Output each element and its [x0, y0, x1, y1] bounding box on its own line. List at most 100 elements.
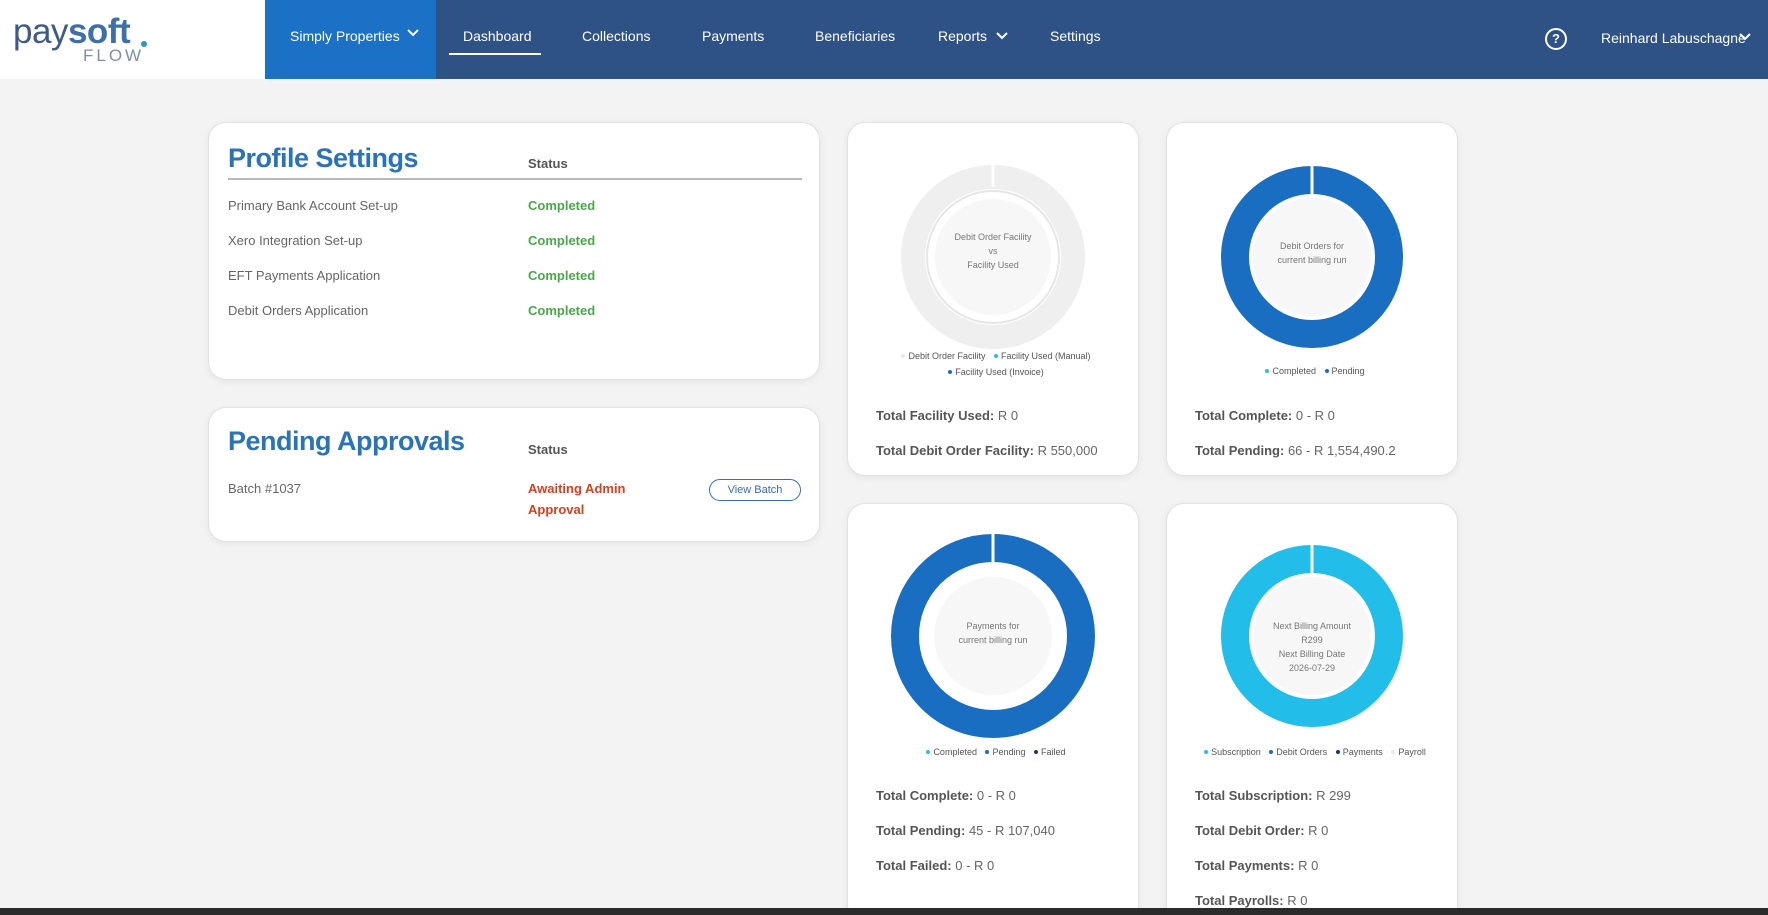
reports-chevron-down-icon[interactable] [995, 28, 1009, 47]
legend-label[interactable]: Payments [1342, 747, 1383, 757]
view-batch-button[interactable]: View Batch [709, 479, 801, 501]
stat-label: Total Debit Order Facility: [876, 443, 1034, 458]
stat-value: 0 - R 0 [976, 788, 1016, 803]
logo-dot [141, 41, 147, 47]
legend-dot [1324, 369, 1329, 374]
facility-legend: Debit Order Facility Facility Used (Manu… [848, 348, 1138, 380]
user-menu[interactable]: Reinhard Labuschagne [1601, 30, 1746, 46]
donut-inner-ring [926, 190, 1060, 324]
batch-status: Awaiting Admin Approval [528, 478, 626, 520]
stat-total-pending: Total Pending: 45 - R 107,040 [876, 823, 1055, 838]
help-icon[interactable]: ? [1545, 28, 1567, 50]
center-line: vs [988, 246, 998, 256]
stat-label: Total Facility Used: [876, 408, 995, 423]
center-line: 2026-07-29 [1288, 663, 1336, 673]
facility-donut-chart [901, 163, 1085, 349]
top-nav-bar: paysoft FLOW Simply Properties Dashboard… [0, 0, 1768, 79]
stat-total-debit-order: Total Debit Order: R 0 [1195, 823, 1328, 838]
legend-dot [1265, 369, 1270, 374]
legend-label[interactable]: Pending [1331, 366, 1365, 376]
stat-label: Total Pending: [876, 823, 966, 838]
center-line: Facility Used [967, 260, 1019, 270]
nav-dashboard[interactable]: Dashboard [463, 28, 532, 44]
legend-dot [1269, 750, 1274, 755]
stat-total-complete: Total Complete: 0 - R 0 [876, 788, 1016, 803]
stat-label: Total Payments: [1195, 858, 1295, 873]
legend-label[interactable]: Payroll [1398, 747, 1426, 757]
legend-label[interactable]: Facility Used (Invoice) [955, 367, 1044, 377]
stat-value: R 0 [1298, 858, 1319, 873]
debit-orders-center-text: Debit Orders for current billing run [1237, 239, 1387, 267]
stat-label: Total Payrolls: [1195, 893, 1284, 908]
profile-row-label: Primary Bank Account Set-up [228, 198, 398, 213]
legend-label[interactable]: Pending [992, 747, 1026, 757]
legend-dot [985, 750, 990, 755]
payments-legend: Completed Pending Failed [848, 744, 1138, 760]
batch-status-line2: Approval [528, 502, 585, 517]
stat-value: 66 - R 1,554,490.2 [1287, 443, 1396, 458]
profile-row-label: EFT Payments Application [228, 268, 381, 283]
batch-label: Batch #1037 [228, 481, 302, 496]
facility-chart-card: Debit Order Facility vs Facility Used De… [847, 122, 1139, 476]
legend-label[interactable]: Debit Order Facility [908, 351, 986, 361]
profile-row-status: Completed [528, 268, 596, 283]
pending-approvals-title: Pending Approvals [228, 426, 465, 456]
billing-legend: Subscription Debit Orders Payments Payro… [1167, 744, 1457, 760]
profile-row-status: Completed [528, 198, 596, 213]
logo-wordmark: paysoft [13, 12, 131, 52]
legend-label[interactable]: Completed [1272, 366, 1316, 376]
stat-label: Total Failed: [876, 858, 952, 873]
nav-reports[interactable]: Reports [938, 28, 988, 44]
center-line: Payments for [966, 621, 1020, 631]
profile-row-status: Completed [528, 303, 596, 318]
legend-label[interactable]: Subscription [1211, 747, 1261, 757]
nav-active-underline [449, 53, 541, 55]
pending-status-header: Status [528, 442, 568, 457]
legend-dot [948, 370, 953, 375]
stat-value: 0 - R 0 [1295, 408, 1335, 423]
nav-settings[interactable]: Settings [1050, 28, 1101, 44]
legend-dot [901, 354, 906, 359]
stat-label: Total Complete: [876, 788, 974, 803]
center-line: R299 [1301, 635, 1323, 645]
stat-label: Total Debit Order: [1195, 823, 1305, 838]
legend-label[interactable]: Debit Orders [1276, 747, 1328, 757]
center-line: Next Billing Amount [1272, 621, 1352, 631]
legend-label[interactable]: Facility Used (Manual) [1001, 351, 1091, 361]
facility-center-text: Debit Order Facility vs Facility Used [918, 230, 1068, 272]
center-line: Next Billing Date [1278, 649, 1346, 659]
payments-center-text: Payments for current billing run [918, 619, 1068, 647]
profile-settings-card: Profile Settings Status Primary Bank Acc… [208, 122, 820, 380]
billing-donut-chart [1221, 545, 1403, 727]
company-selector[interactable]: Simply Properties [265, 0, 436, 79]
stat-total-debit-order-facility: Total Debit Order Facility: R 550,000 [876, 443, 1098, 458]
debit-orders-legend: Completed Pending [1167, 363, 1457, 379]
billing-chart-card: Next Billing Amount R299 Next Billing Da… [1166, 503, 1458, 915]
user-chevron-down-icon[interactable] [1738, 29, 1752, 48]
legend-dot [1034, 750, 1039, 755]
legend-dot [1335, 750, 1340, 755]
nav-payments[interactable]: Payments [702, 28, 765, 44]
stat-value: R 0 [997, 408, 1019, 423]
center-line: current billing run [1277, 255, 1347, 265]
debit-orders-donut-chart [1221, 166, 1403, 348]
company-name: Simply Properties [290, 28, 400, 44]
payments-donut-chart [891, 534, 1095, 738]
stat-value: R 299 [1316, 788, 1351, 803]
center-line: current billing run [958, 635, 1028, 645]
profile-status-header: Status [528, 156, 568, 171]
paysoft-flow-logo[interactable]: paysoft FLOW [0, 0, 265, 79]
nav-beneficiaries[interactable]: Beneficiaries [815, 28, 896, 44]
legend-dot [1391, 750, 1396, 755]
nav-collections[interactable]: Collections [582, 28, 651, 44]
stat-total-payrolls: Total Payrolls: R 0 [1195, 893, 1307, 908]
billing-center-text: Next Billing Amount R299 Next Billing Da… [1237, 619, 1387, 675]
stat-label: Total Subscription: [1195, 788, 1313, 803]
legend-label[interactable]: Completed [933, 747, 977, 757]
stat-total-facility-used: Total Facility Used: R 0 [876, 408, 1018, 423]
stat-label: Total Complete: [1195, 408, 1293, 423]
logo-flow: FLOW [83, 46, 145, 65]
legend-label[interactable]: Failed [1041, 747, 1066, 757]
pending-approvals-card: Pending Approvals Status Batch #1037 Awa… [208, 407, 820, 542]
stat-total-payments: Total Payments: R 0 [1195, 858, 1318, 873]
